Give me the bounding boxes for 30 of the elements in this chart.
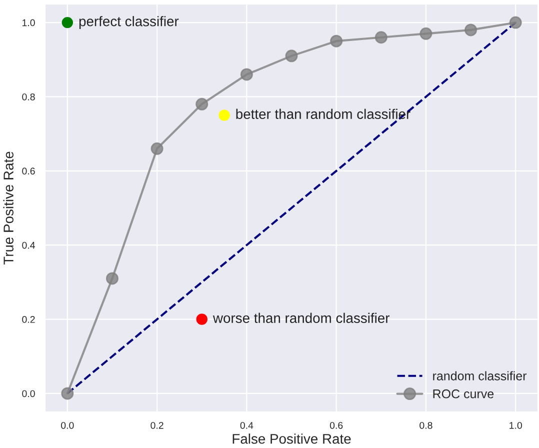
x-axis-title: False Positive Rate bbox=[232, 434, 351, 444]
annotation: better than random classifier bbox=[236, 108, 410, 119]
y-tick-label: 0.0 bbox=[22, 390, 35, 398]
point bbox=[464, 24, 478, 36]
y-axis-title: True Positive Rate bbox=[3, 152, 14, 265]
x-tick-label: 1.0 bbox=[510, 422, 522, 429]
y-tick-label: 0.2 bbox=[22, 316, 35, 323]
x-tick-label: 0.4 bbox=[240, 422, 254, 429]
y-tick-label: 0.8 bbox=[22, 93, 35, 100]
x-tick-label: 0.6 bbox=[330, 422, 343, 429]
point bbox=[240, 68, 253, 81]
point bbox=[509, 16, 522, 29]
annotation: perfect classifier bbox=[79, 16, 179, 30]
x-tick-label: 0.0 bbox=[61, 422, 74, 429]
y-tick-label: 0.4 bbox=[22, 242, 35, 249]
point bbox=[106, 272, 118, 285]
point bbox=[330, 34, 343, 48]
point bbox=[61, 387, 74, 400]
point bbox=[420, 27, 432, 40]
y-tick-label: 1.0 bbox=[22, 19, 35, 26]
point bbox=[196, 98, 208, 110]
x-tick-label: 0.8 bbox=[420, 422, 432, 429]
point bbox=[374, 31, 388, 44]
legend-label: random classifier bbox=[433, 371, 527, 380]
x-tick-label: 0.2 bbox=[150, 422, 164, 429]
legend-label: ROC curve bbox=[433, 389, 494, 398]
point bbox=[285, 50, 298, 62]
annotation: worse than random classifier bbox=[212, 312, 390, 323]
point bbox=[150, 142, 164, 155]
y-tick-label: 0.6 bbox=[22, 168, 35, 175]
